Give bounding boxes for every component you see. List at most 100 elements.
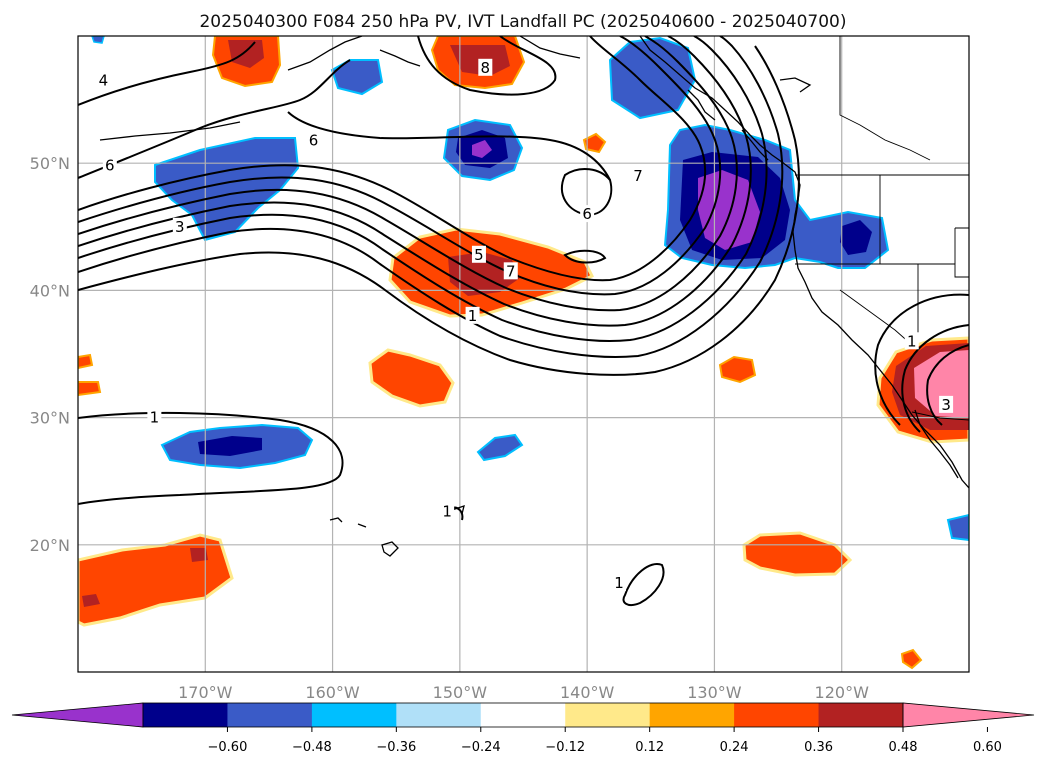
contour-label: 1 bbox=[442, 503, 452, 521]
colorbar-tick-label: −0.24 bbox=[461, 740, 501, 755]
shading-orange-small-east bbox=[718, 355, 757, 384]
shading-darkred-southwest-2 bbox=[82, 594, 100, 607]
contour-label-bg bbox=[96, 71, 111, 89]
contour-label-bg bbox=[904, 332, 919, 350]
map-frame bbox=[77, 35, 970, 673]
contour-jet-4 bbox=[78, 36, 752, 327]
colorbar-bin bbox=[396, 703, 482, 727]
colorbar-bin bbox=[565, 703, 651, 727]
lat-tick-label: 30°N bbox=[30, 409, 70, 428]
lon-tick-label: 160°W bbox=[305, 683, 360, 702]
us-mexico-border bbox=[911, 411, 969, 421]
contour-1-oval bbox=[622, 563, 665, 606]
state-border-5 bbox=[954, 227, 969, 264]
shading-darkred-southwest-1 bbox=[190, 548, 208, 562]
colorbar-tick-label: −0.60 bbox=[208, 740, 248, 755]
colorbar: −0.60 −0.48 −0.36 −0.24 −0.12 0.12 0.24 0.36 0.4… bbox=[11, 702, 1035, 755]
contour-label: 4 bbox=[99, 72, 109, 90]
colorbar-tick-label: 0.24 bbox=[720, 740, 749, 755]
contour-1-subtropical bbox=[78, 411, 344, 505]
lat-tick-label: 50°N bbox=[30, 154, 70, 173]
contour-label-bg bbox=[147, 408, 162, 426]
contour-8 bbox=[417, 36, 557, 96]
coastline-aleutians bbox=[99, 121, 241, 141]
coastlines bbox=[99, 36, 969, 557]
colorbar-tick-label: −0.36 bbox=[376, 740, 416, 755]
contour-label-bg bbox=[939, 395, 954, 413]
shading-blue-small-south bbox=[476, 433, 524, 462]
contour-labels: 4 6 3 6 8 5 1 7 6 7 1 1 1 1 3 bbox=[96, 58, 954, 592]
contour-label: 6 bbox=[105, 157, 115, 175]
contour-label-bg bbox=[503, 262, 518, 280]
contour-label-bg bbox=[440, 502, 455, 520]
contour-label-bg bbox=[611, 573, 626, 591]
contour-jet-7 bbox=[78, 45, 800, 376]
colorbar-extend-min bbox=[11, 702, 144, 728]
contour-label: 8 bbox=[481, 59, 491, 77]
contour-jet-3 bbox=[78, 36, 738, 312]
shading-orange-small-north bbox=[582, 132, 607, 154]
lat-tick-label: 40°N bbox=[30, 281, 70, 300]
lon-tick-label: 140°W bbox=[560, 683, 615, 702]
contour-label: 1 bbox=[614, 574, 624, 592]
contour-jet-5 bbox=[78, 36, 768, 343]
contour-label-bg bbox=[471, 245, 486, 263]
coastline-baja-peninsula bbox=[914, 409, 959, 479]
coastline-west-coast bbox=[639, 36, 969, 489]
contour-label-bg bbox=[478, 58, 493, 76]
lon-tick-label: 130°W bbox=[687, 683, 742, 702]
contour-label: 1 bbox=[150, 409, 160, 427]
contour-2-california bbox=[901, 324, 969, 433]
contour-6-loop bbox=[287, 111, 611, 181]
political-boundaries bbox=[795, 36, 969, 421]
colorbar-bin bbox=[818, 703, 904, 727]
coastline-hawaii-1 bbox=[329, 517, 343, 523]
contour-label: 6 bbox=[309, 131, 319, 149]
contour-label-bg bbox=[172, 217, 187, 235]
latitude-labels: 20°N 30°N 40°N 50°N bbox=[30, 154, 70, 555]
coastline-hawaii-3 bbox=[381, 541, 399, 557]
contour-label: 1 bbox=[907, 332, 917, 350]
contour-6-oval bbox=[560, 168, 613, 217]
shading-orange-mid bbox=[368, 348, 455, 408]
colorbar-tick-label: −0.12 bbox=[545, 740, 585, 755]
contour-4 bbox=[78, 41, 256, 106]
colorbar-bin bbox=[480, 703, 566, 727]
shading-darkblue-inland bbox=[840, 220, 872, 255]
longitude-labels: 170°W 160°W 150°W 140°W 130°W 120°W bbox=[178, 683, 869, 702]
coastline-alaska-south bbox=[287, 36, 363, 71]
shading-blue-north-tiny bbox=[91, 36, 105, 44]
contour-label-bg bbox=[631, 166, 646, 184]
shading-blue-mexico-edge bbox=[946, 513, 969, 542]
contour-label: 7 bbox=[633, 167, 643, 185]
colorbar-bin bbox=[227, 703, 313, 727]
colorbar-bin bbox=[734, 703, 820, 727]
lon-tick-label: 120°W bbox=[815, 683, 870, 702]
contour-jet-6 bbox=[78, 36, 784, 359]
contour-1-california bbox=[874, 293, 969, 426]
map-title: 2025040300 F084 250 hPa PV, IVT Landfall… bbox=[199, 12, 846, 32]
shading-orange-south bbox=[742, 531, 853, 577]
coastline-hawaii-2 bbox=[357, 523, 367, 528]
contour-7-small bbox=[563, 249, 607, 264]
colorbar-tick-label: 0.60 bbox=[973, 740, 1002, 755]
colorbar-tick-label: −0.48 bbox=[292, 740, 332, 755]
shading-purple-center bbox=[472, 140, 492, 158]
colorbar-frame bbox=[142, 702, 904, 728]
colorbar-tick-label: 0.36 bbox=[804, 740, 833, 755]
contour-label-bg bbox=[306, 131, 321, 149]
shading-orange-left-edge-2 bbox=[78, 381, 102, 397]
colorbar-tick-label: 0.12 bbox=[635, 740, 664, 755]
map-area: 4 6 3 6 8 5 1 7 6 7 1 1 1 1 3 bbox=[78, 36, 969, 672]
colorbar-bin bbox=[143, 703, 228, 727]
colorbar-bin bbox=[311, 703, 397, 727]
contour-jet-1 bbox=[78, 36, 707, 282]
coastline-kodiak bbox=[379, 49, 421, 67]
lon-tick-label: 170°W bbox=[178, 683, 233, 702]
contour-label-bg bbox=[102, 156, 117, 174]
shading-darkblue-subtropical bbox=[198, 436, 262, 456]
canada-province-border bbox=[839, 36, 931, 161]
coastline-cook-inlet bbox=[519, 36, 581, 59]
shading-orange-tiny-south bbox=[900, 648, 923, 670]
